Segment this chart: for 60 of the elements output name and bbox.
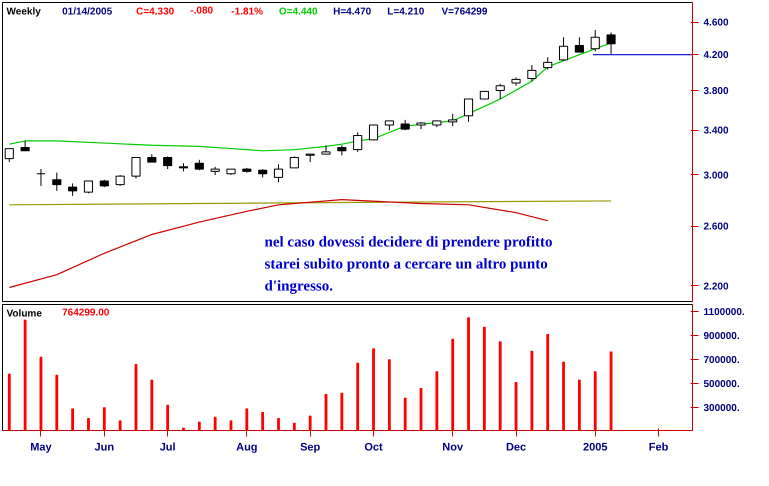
candlestick [384,120,394,131]
candlestick [4,148,14,163]
candlestick [36,168,46,186]
y-tick-label: 3.800 [704,86,729,97]
y-tick-label: 700000. [704,355,740,366]
candlestick [116,174,125,186]
candlestick [448,113,458,127]
annotation: 01/14/2005 [62,6,113,18]
annotation: -1.81% [231,6,264,18]
annotation: O=4.440 [278,6,318,18]
candlestick [558,36,568,62]
y-tick-label: 300000. [704,403,740,414]
candlestick [84,180,94,194]
candlestick [368,124,378,140]
y-tick-label: 2.200 [704,281,729,292]
annotation: 764299.00 [62,308,110,318]
annotation: nel caso dovessi decidere di prendere profitto starei subito pronto a cercare un altro punto d'ingresso. [264,234,553,294]
candlestick [496,83,505,100]
candlestick [353,132,362,152]
x-tick-label: Jul [160,442,176,454]
y-tick-label: 4.600 [704,18,729,29]
annotation: C=4.330 [136,6,175,18]
candlestick [163,156,172,170]
candlestick [590,30,600,52]
y-tick-label: 900000. [704,331,740,342]
candlestick [20,140,30,152]
candlestick [274,164,284,183]
y-tick-label: 2.600 [704,222,729,233]
x-tick-label: Nov [442,442,464,454]
x-tick-label: May [30,442,53,454]
candlestick [337,144,346,156]
candlestick [606,32,616,54]
candlestick [574,36,584,53]
annotation: -.080 [190,6,214,16]
candlestick [52,172,62,192]
y-tick-label: 1100000. [704,307,745,318]
y-tick-label: 500000. [704,379,740,390]
x-tick-label: 2005 [582,442,608,454]
candlestick [131,157,141,180]
chart-title: Weekly [6,6,42,18]
x-tick-label: Oct [364,442,384,454]
annotation: L=4.210 [387,6,425,18]
x-tick-label: Dec [506,442,526,454]
candlestick [400,119,410,131]
candlestick [527,64,536,82]
candlestick [290,156,299,168]
x-tick-label: Aug [236,442,258,454]
y-tick-label: 4.200 [704,50,729,62]
x-tick-label: Sep [300,442,321,454]
x-tick-label: Feb [648,442,669,454]
y-tick-label: 3.400 [704,126,729,137]
candlestick [194,159,204,171]
y-tick-label: 3.000 [704,170,729,182]
annotation: H=4.470 [333,6,372,18]
candlestick [464,98,474,122]
candlestick [68,182,78,196]
candlestick [543,56,552,70]
x-tick-label: Jun [94,442,114,454]
annotation: V=764299 [442,6,488,18]
chart-title: Volume [6,308,42,320]
